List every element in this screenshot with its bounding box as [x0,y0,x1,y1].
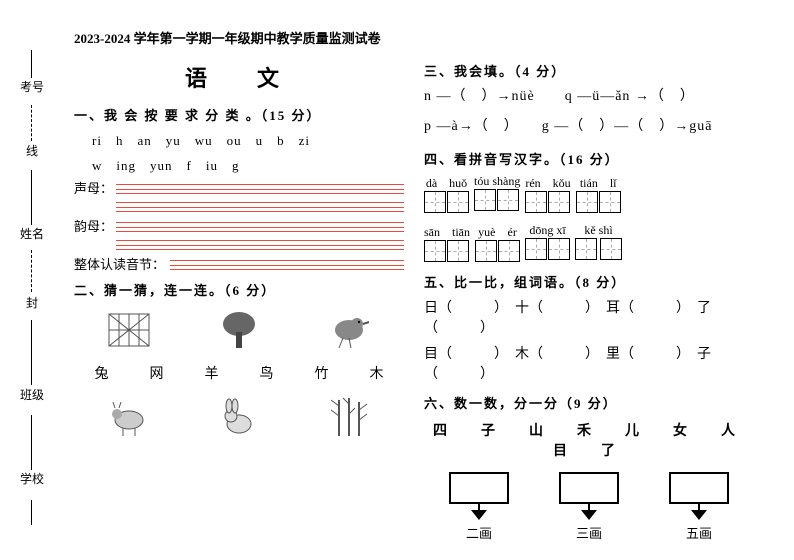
picture-row-2 [74,395,404,441]
count-boxes-row: 二画 三画 五画 [424,472,754,542]
vlabel-class: 班级 [18,386,46,403]
char-rabbit: 兔 [95,363,109,383]
write-box[interactable] [424,240,446,262]
char-row: 兔 网 羊 鸟 竹 木 [74,363,404,383]
zheng-label: 整体认读音节： [74,258,170,272]
shengmu-label: 声母： [74,182,116,196]
char-bamboo: 竹 [315,363,329,383]
compare-row-1[interactable]: 日（ ） 十（ ） 耳（ ） 了（ ） [424,297,754,337]
char-bird: 鸟 [260,363,274,383]
pinyin-line-2: w ing yun f iu g [74,155,404,174]
section-6-title: 六、数一数，分一分（9 分） [424,393,754,412]
doc-header: 2023-2024 学年第一学期一年级期中教学质量监测试卷 [74,28,774,47]
pinyin-write-row-2: sān tiān yuè ér dōng xī kě shì [424,223,754,262]
char-wood: 木 [370,363,384,383]
char-net: 网 [150,363,164,383]
write-box[interactable] [525,191,547,213]
count-chars: 四 子 山 禾 儿 女 人 目 了 [424,420,754,460]
py-label: tián lǐ [576,174,621,191]
vlabel-dot2: 线 [18,142,46,159]
vlabel-name: 姓名 [18,225,46,242]
py-label: dà huǒ [424,174,469,191]
write-box[interactable] [447,240,469,262]
yunmu-label: 韵母： [74,220,116,234]
py-label: dōng xī [525,223,570,238]
section-1-title: 一、我 会 按 要 求 分 类 。（15 分） [74,105,404,124]
vlabel-id: 考号 [18,78,46,95]
vertical-label-strip: 学校 班级 封 姓名 线 考号 [18,50,46,520]
sheep-icon [101,395,157,441]
pinyin-line-1: ri h an yu wu ou u b zi [74,130,404,149]
write-box[interactable] [576,191,598,213]
picture-row-1 [74,307,404,353]
pinyin-write-row-1: dà huǒ tóu shàng rén kǒu tián lǐ [424,174,754,213]
char-sheep: 羊 [205,363,219,383]
vlabel-dot: 封 [18,294,46,311]
write-box[interactable] [548,191,570,213]
writing-line[interactable] [116,182,404,196]
column-right: 三、我会填。（4 分） n —（ ）→nüè q —ü—ǎn →（ ） p —à… [414,55,754,542]
count-box-5[interactable]: 五画 [669,472,729,542]
write-box[interactable] [474,189,496,211]
write-box[interactable] [575,238,597,260]
section-3-title: 三、我会填。（4 分） [424,61,754,80]
bird-icon [321,307,377,353]
count-box-2[interactable]: 二画 [449,472,509,542]
section-2-title: 二、猜一猜，连一连。（6 分） [74,280,404,299]
fill-row-1[interactable]: n —（ ）→nüè q —ü—ǎn →（ ） [424,86,754,108]
py-label: yuè ér [475,223,520,240]
write-box[interactable] [599,191,621,213]
py-label: sān tiān [424,223,470,240]
vlabel-school: 学校 [18,470,46,487]
column-left: 语 文 一、我 会 按 要 求 分 类 。（15 分） ri h an yu w… [74,55,414,542]
py-label: tóu shàng [474,174,520,189]
count-box-3[interactable]: 三画 [559,472,619,542]
py-label: rén kǒu [525,174,570,191]
write-box[interactable] [475,240,497,262]
writing-line[interactable] [116,238,404,252]
write-box[interactable] [600,238,622,260]
write-box[interactable] [447,191,469,213]
compare-row-2[interactable]: 目（ ） 木（ ） 里（ ） 子（ ） [424,343,754,383]
writing-line[interactable] [170,258,404,272]
section-4-title: 四、看拼音写汉字。（16 分） [424,149,754,168]
write-box[interactable] [497,189,519,211]
subject-title: 语 文 [74,61,404,93]
write-box[interactable] [424,191,446,213]
fill-row-2[interactable]: p —à→（ ） g —（ ）—（ ）→guā [424,116,754,138]
exam-page: 学校 班级 封 姓名 线 考号 2023-2024 学年第一学期一年级期中教学质… [0,0,794,560]
bamboo-icon [321,395,377,441]
net-icon [101,307,157,353]
rabbit-icon [211,395,267,441]
section-5-title: 五、比一比，组词语。（8 分） [424,272,754,291]
write-box[interactable] [548,238,570,260]
writing-line[interactable] [116,200,404,214]
tree-icon [211,307,267,353]
write-box[interactable] [525,238,547,260]
py-label: kě shì [575,223,622,238]
write-box[interactable] [498,240,520,262]
writing-line[interactable] [116,220,404,234]
